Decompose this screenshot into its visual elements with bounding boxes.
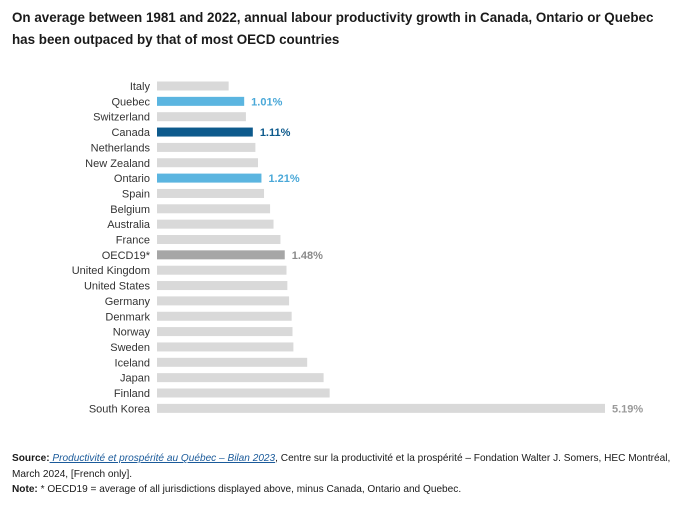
category-label-new-zealand: New Zealand [85, 158, 150, 170]
bar-netherlands [157, 142, 256, 152]
source-link[interactable]: Productivité et prospérité au Québec – B… [49, 453, 276, 464]
bar-quebec [157, 96, 245, 106]
category-label-australia: Australia [107, 219, 151, 231]
chart-title: On average between 1981 and 2022, annual… [12, 10, 654, 47]
bar-iceland [157, 357, 308, 367]
bar-chart: Italy Quebec 1.01% Switzerland Canada 1.11% Ne… [72, 81, 644, 415]
bar-finland [157, 388, 330, 398]
bar-belgium [157, 204, 271, 214]
category-label-south-korea: South Korea [89, 403, 151, 415]
bar-united-kingdom [157, 265, 287, 275]
note-text: * OECD19 = average of all jurisdictions … [37, 484, 462, 495]
category-label-iceland: Iceland [115, 357, 150, 369]
bar-canada [157, 127, 253, 137]
chart-footer: Source: Productivité et prospérité au Qu… [12, 451, 672, 498]
category-label-switzerland: Switzerland [93, 112, 150, 124]
bar-oecd19 [157, 250, 285, 260]
bar-new-zealand [157, 158, 258, 168]
category-label-germany: Germany [105, 296, 151, 308]
category-label-united-states: United States [84, 281, 151, 293]
category-label-japan: Japan [120, 373, 150, 385]
source-text: , Centre sur la productivité et la prosp… [12, 453, 671, 480]
category-label-france: France [116, 235, 150, 247]
category-label-united-kingdom: United Kingdom [72, 265, 150, 277]
value-label-ontario: 1.21% [268, 173, 299, 185]
bar-sweden [157, 342, 294, 352]
category-label-quebec: Quebec [111, 96, 150, 108]
category-label-belgium: Belgium [110, 204, 150, 216]
bar-south-korea [157, 403, 605, 413]
source-line: Source: Productivité et prospérité au Qu… [12, 451, 672, 482]
value-label-quebec: 1.01% [251, 96, 282, 108]
note-line: Note: * OECD19 = average of all jurisdic… [12, 482, 672, 498]
bar-switzerland [157, 112, 246, 122]
bar-norway [157, 327, 293, 337]
bar-australia [157, 219, 274, 229]
bar-germany [157, 296, 290, 306]
category-label-finland: Finland [114, 388, 150, 400]
category-label-sweden: Sweden [110, 342, 150, 354]
bar-denmark [157, 311, 292, 321]
note-label: Note: [12, 484, 38, 495]
category-label-ontario: Ontario [114, 173, 150, 185]
category-label-oecd19: OECD19* [102, 250, 151, 262]
value-label-oecd19: 1.48% [292, 250, 323, 262]
bar-ontario [157, 173, 262, 183]
bar-france [157, 235, 281, 244]
category-label-netherlands: Netherlands [91, 142, 151, 154]
bar-japan [157, 373, 324, 383]
bar-united-states [157, 281, 288, 291]
category-label-denmark: Denmark [105, 311, 150, 323]
category-label-norway: Norway [113, 327, 151, 339]
value-label-canada: 1.11% [260, 127, 291, 139]
category-label-canada: Canada [111, 127, 150, 139]
category-label-italy: Italy [130, 81, 151, 93]
source-label: Source: [12, 453, 50, 464]
category-label-spain: Spain [122, 188, 150, 200]
bar-spain [157, 188, 265, 198]
bar-italy [157, 81, 229, 91]
value-label-south-korea: 5.19% [612, 403, 643, 415]
